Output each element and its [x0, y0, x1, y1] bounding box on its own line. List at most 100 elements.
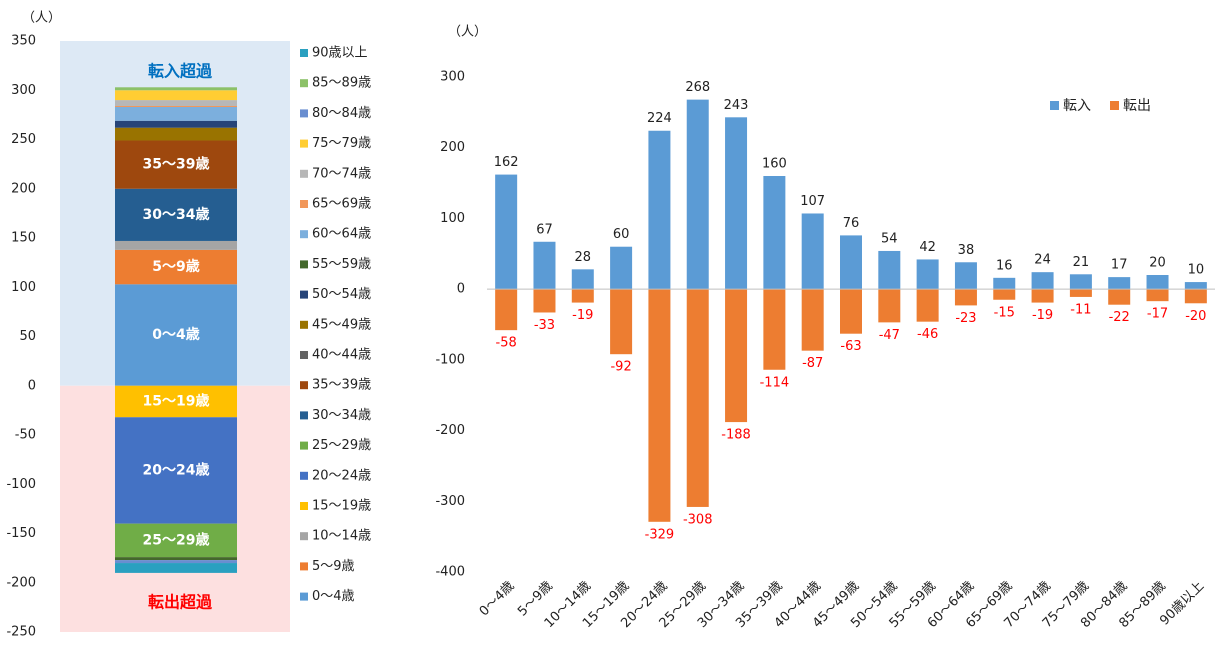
legend-swatch — [300, 200, 308, 208]
value-label: 224 — [647, 111, 672, 126]
bar — [610, 246, 633, 290]
value-label: -58 — [496, 336, 517, 351]
legend-label: 70〜74歳 — [312, 166, 371, 181]
value-label: -22 — [1109, 310, 1130, 325]
value-label: 107 — [800, 194, 825, 209]
legend-label: 0〜4歳 — [312, 589, 355, 604]
y-tick-label: -150 — [6, 526, 36, 541]
segment — [115, 87, 237, 91]
legend-swatch — [300, 411, 308, 420]
bar — [648, 289, 671, 522]
value-label: -114 — [760, 375, 790, 390]
y-tick-label: -200 — [435, 423, 465, 438]
legend-swatch — [300, 351, 308, 359]
value-label: 20 — [1149, 256, 1166, 271]
y-tick-label: -100 — [6, 477, 36, 492]
value-label: -11 — [1070, 302, 1091, 317]
y-tick-label: 350 — [11, 34, 36, 49]
legend-swatch — [300, 139, 308, 148]
legend-swatch — [300, 320, 308, 329]
segment — [115, 240, 237, 250]
value-label: -188 — [721, 428, 751, 443]
value-label: 16 — [996, 258, 1013, 273]
bar — [1146, 289, 1169, 302]
bar — [763, 289, 786, 370]
y-tick-label: 200 — [440, 140, 465, 155]
segment — [115, 284, 237, 386]
value-label: -33 — [534, 318, 555, 333]
bar — [954, 289, 977, 306]
legend-label: 85〜89歳 — [312, 76, 371, 91]
bar — [916, 259, 939, 290]
bar — [1069, 274, 1092, 290]
y-tick-label: 0 — [28, 378, 36, 393]
legend-label: 65〜69歳 — [312, 197, 371, 212]
value-label: -92 — [610, 360, 631, 375]
value-label: -46 — [917, 327, 938, 342]
y-tick-label: 0 — [457, 282, 465, 297]
legend-swatch — [300, 230, 308, 239]
bar — [495, 174, 518, 290]
bar — [993, 289, 1016, 300]
segment — [115, 417, 237, 524]
y-tick-label: 250 — [11, 132, 36, 147]
value-label: 60 — [613, 227, 630, 242]
y-tick-label: 100 — [440, 211, 465, 226]
legend-swatch — [300, 441, 308, 450]
value-label: 24 — [1034, 253, 1051, 268]
bar — [1069, 289, 1092, 297]
bar — [725, 289, 748, 423]
legend-swatch — [300, 169, 308, 178]
legend-label: 転出 — [1123, 98, 1151, 114]
legend-label: 80〜84歳 — [312, 106, 371, 121]
value-label: 10 — [1188, 263, 1205, 278]
value-label: -23 — [955, 311, 976, 326]
value-label: -329 — [645, 527, 675, 542]
bar — [1031, 272, 1054, 290]
legend-swatch — [300, 109, 308, 118]
bar — [533, 241, 556, 290]
segment-label: 0〜4歳 — [152, 326, 199, 343]
value-label: -15 — [994, 305, 1015, 320]
legend-swatch — [300, 381, 308, 390]
legend-label: 90歳以上 — [312, 46, 368, 61]
value-label: 160 — [762, 157, 787, 172]
legend-swatch — [1050, 101, 1059, 110]
bar — [1184, 282, 1207, 290]
y-tick-label: 150 — [11, 231, 36, 246]
legend-swatch — [300, 49, 308, 57]
value-label: 17 — [1111, 258, 1128, 273]
value-label: -308 — [683, 512, 713, 527]
segment — [115, 188, 237, 241]
segment — [115, 106, 237, 107]
legend-label: 25〜29歳 — [312, 438, 371, 453]
legend-label: 45〜49歳 — [312, 317, 371, 332]
bar — [840, 235, 862, 290]
bar — [610, 289, 633, 355]
segment-label: 15〜19歳 — [143, 393, 210, 410]
value-label: 243 — [724, 98, 749, 113]
legend-label: 75〜79歳 — [312, 136, 371, 151]
segment — [115, 140, 237, 189]
bar — [801, 213, 824, 290]
segment — [115, 563, 237, 573]
legend-label: 10〜14歳 — [312, 529, 371, 544]
legend-swatch — [300, 532, 308, 541]
bar — [1146, 275, 1169, 290]
legend-label: 5〜9歳 — [312, 559, 355, 574]
bar — [878, 250, 901, 290]
segment — [115, 100, 237, 107]
y-tick-label: -100 — [435, 352, 465, 367]
segment — [115, 385, 237, 418]
legend-swatch — [1110, 101, 1119, 110]
bar — [1031, 289, 1054, 303]
bar — [763, 176, 786, 290]
y-unit: （人） — [22, 11, 61, 26]
legend-label: 60〜64歳 — [312, 227, 371, 242]
segment — [115, 523, 237, 558]
segment — [115, 557, 237, 561]
y-unit: （人） — [448, 25, 487, 40]
legend-label: 55〜59歳 — [312, 257, 371, 272]
legend-swatch — [300, 562, 308, 571]
legend-swatch — [300, 290, 308, 299]
